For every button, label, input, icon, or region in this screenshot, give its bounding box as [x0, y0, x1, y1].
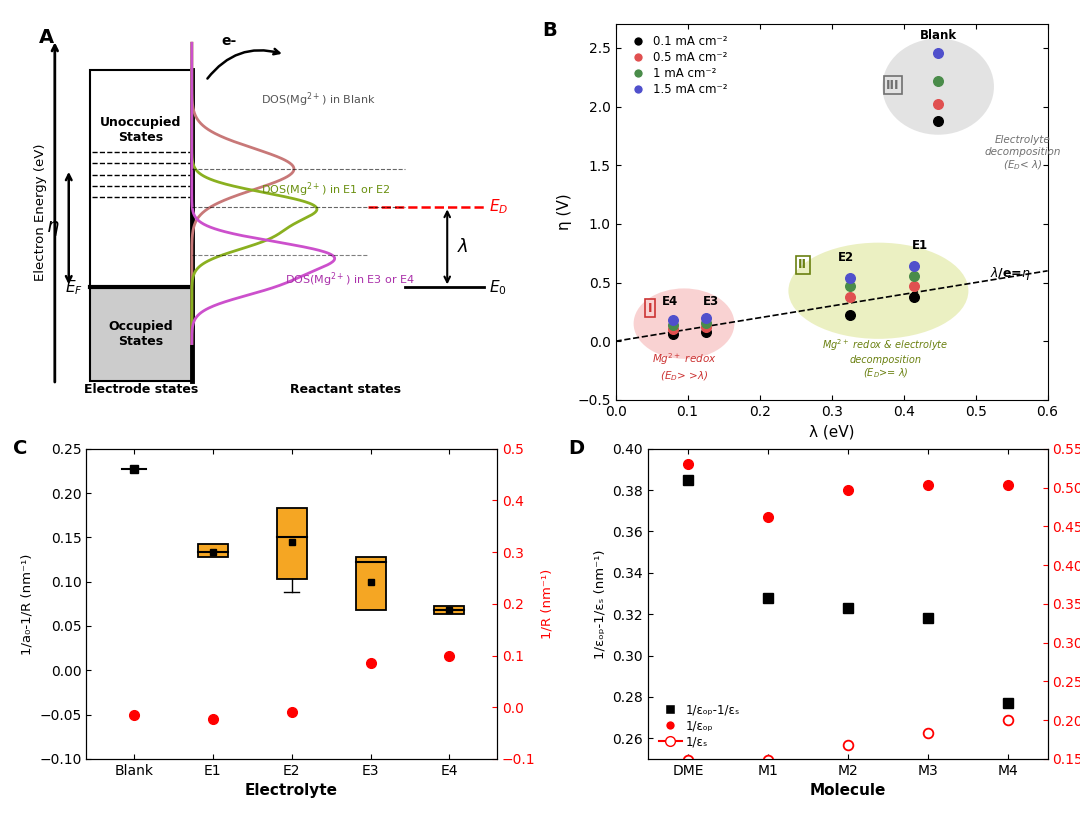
Text: Occupied
States: Occupied States	[108, 320, 173, 348]
Point	[930, 74, 947, 87]
Text: II: II	[798, 259, 807, 272]
Text: Reactant states: Reactant states	[289, 383, 401, 396]
Text: e-: e-	[221, 34, 237, 48]
FancyBboxPatch shape	[90, 287, 192, 381]
X-axis label: Electrolyte: Electrolyte	[245, 783, 338, 798]
Point	[906, 259, 923, 273]
Text: $E_0$: $E_0$	[489, 278, 507, 296]
Text: $\lambda$/e=$\eta$: $\lambda$/e=$\eta$	[990, 264, 1031, 282]
Point	[664, 327, 681, 340]
Text: Electrode states: Electrode states	[83, 383, 198, 396]
Y-axis label: 1/εₒₚ-1/εₛ (nm⁻¹): 1/εₒₚ-1/εₛ (nm⁻¹)	[594, 549, 607, 659]
Text: $E_D$: $E_D$	[489, 197, 509, 216]
Text: DOS(Mg$^{2+}$) in Blank: DOS(Mg$^{2+}$) in Blank	[261, 91, 376, 109]
Bar	[355, 557, 386, 610]
Point	[930, 47, 947, 60]
Text: Electron Energy (eV): Electron Energy (eV)	[35, 144, 48, 281]
Point	[906, 269, 923, 282]
Point	[697, 317, 714, 330]
Point	[906, 280, 923, 293]
Bar	[434, 605, 464, 614]
Ellipse shape	[634, 288, 734, 359]
Text: E4: E4	[661, 295, 678, 308]
Text: E1: E1	[913, 239, 928, 252]
Point	[664, 313, 681, 326]
Text: B: B	[542, 20, 557, 40]
Text: I: I	[648, 302, 652, 315]
Bar	[276, 508, 307, 579]
Text: Mg$^{2+}$ redox & electrolyte
decomposition
(E$_D$>= $\lambda$): Mg$^{2+}$ redox & electrolyte decomposit…	[823, 337, 948, 380]
Text: E2: E2	[838, 251, 854, 264]
Point	[930, 98, 947, 111]
Text: C: C	[13, 440, 27, 459]
Point	[906, 290, 923, 304]
Text: E3: E3	[703, 295, 719, 308]
Point	[841, 280, 859, 293]
Text: D: D	[568, 440, 584, 459]
Text: Blank: Blank	[919, 29, 957, 42]
Text: $\eta$: $\eta$	[45, 219, 59, 237]
FancyBboxPatch shape	[90, 69, 192, 287]
Point	[697, 312, 714, 325]
Text: A: A	[39, 29, 54, 47]
Point	[697, 326, 714, 339]
Bar	[198, 543, 228, 557]
Text: Mg$^{2+}$ redox
(E$_D$> >$\lambda$): Mg$^{2+}$ redox (E$_D$> >$\lambda$)	[651, 352, 716, 383]
Point	[841, 271, 859, 284]
Legend: 0.1 mA cm⁻², 0.5 mA cm⁻², 1 mA cm⁻², 1.5 mA cm⁻²: 0.1 mA cm⁻², 0.5 mA cm⁻², 1 mA cm⁻², 1.5…	[621, 30, 732, 100]
Point	[841, 309, 859, 322]
Point	[930, 114, 947, 127]
Ellipse shape	[882, 38, 994, 135]
Point	[697, 321, 714, 334]
Text: DOS(Mg$^{2+}$) in E1 or E2: DOS(Mg$^{2+}$) in E1 or E2	[261, 180, 391, 199]
Text: $E_F$: $E_F$	[65, 278, 83, 296]
Point	[841, 290, 859, 304]
Y-axis label: 1/a₀-1/R (nm⁻¹): 1/a₀-1/R (nm⁻¹)	[21, 553, 33, 654]
Point	[664, 319, 681, 332]
Legend: 1/εₒₚ-1/εₛ, 1/εₒₚ, 1/εₛ: 1/εₒₚ-1/εₛ, 1/εₒₚ, 1/εₛ	[653, 698, 745, 753]
X-axis label: λ (eV): λ (eV)	[809, 424, 854, 439]
Text: $\lambda$: $\lambda$	[457, 238, 468, 256]
Point	[664, 323, 681, 336]
Text: III: III	[886, 79, 900, 92]
Y-axis label: 1/R (nm⁻¹): 1/R (nm⁻¹)	[541, 569, 554, 639]
Text: DOS(Mg$^{2+}$) in E3 or E4: DOS(Mg$^{2+}$) in E3 or E4	[285, 270, 415, 289]
Y-axis label: η (V): η (V)	[556, 194, 571, 230]
X-axis label: Molecule: Molecule	[810, 783, 886, 798]
Text: Unoccupied
States: Unoccupied States	[100, 116, 181, 144]
Ellipse shape	[788, 242, 969, 339]
Text: Electrolyte
decomposition
(E$_D$< $\lambda$): Electrolyte decomposition (E$_D$< $\lamb…	[984, 135, 1061, 172]
